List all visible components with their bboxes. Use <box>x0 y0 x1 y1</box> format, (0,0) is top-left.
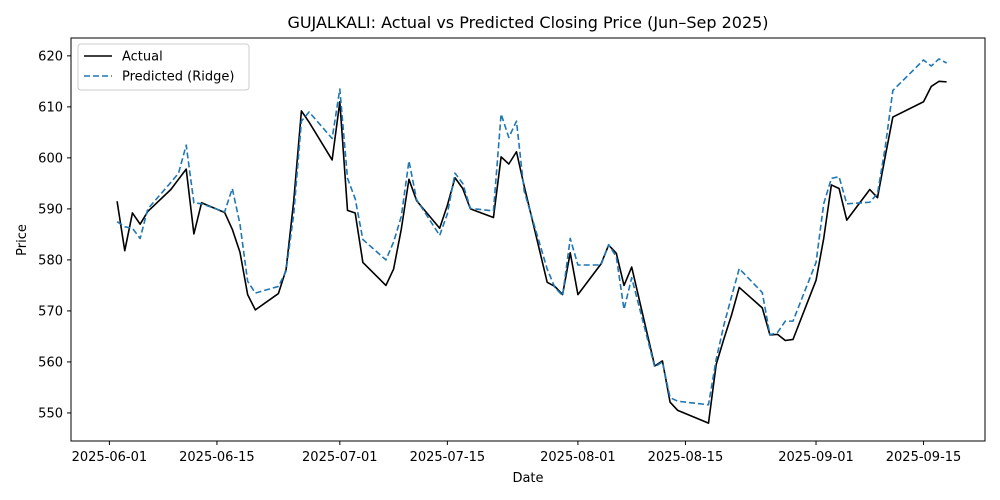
series-predicted <box>116 58 947 406</box>
legend-box <box>77 43 250 91</box>
chart-title: GUJALKALI: Actual vs Predicted Closing P… <box>287 13 768 32</box>
legend: Actual Predicted (Ridge) <box>77 43 250 91</box>
x-tick-label: 2025-09-01 <box>778 450 854 465</box>
y-axis-title: Price <box>15 224 30 256</box>
plot-area <box>116 58 947 424</box>
y-tick-label: 560 <box>38 355 63 370</box>
y-tick-label: 580 <box>38 253 63 268</box>
x-tick-label: 2025-07-15 <box>410 450 486 465</box>
y-tick-label: 590 <box>38 202 63 217</box>
y-tick-label: 550 <box>38 406 63 421</box>
series-actual <box>116 80 947 424</box>
x-tick-label: 2025-06-01 <box>72 450 148 465</box>
x-tick-label: 2025-09-15 <box>886 450 962 465</box>
x-axis-title: Date <box>512 471 543 486</box>
x-tick-label: 2025-08-01 <box>540 450 616 465</box>
plot-frame <box>70 37 986 442</box>
x-axis: 2025-06-01 2025-06-15 2025-07-01 2025-07-15… <box>72 441 962 465</box>
y-axis: 550 560 570 580 590 600 610 620 <box>38 49 71 421</box>
x-tick-label: 2025-08-15 <box>648 450 724 465</box>
y-tick-label: 620 <box>38 49 63 64</box>
legend-label: Predicted (Ridge) <box>122 70 234 85</box>
y-tick-label: 610 <box>38 100 63 115</box>
y-tick-label: 600 <box>38 151 63 166</box>
legend-label: Actual <box>122 50 163 65</box>
series-line <box>116 80 947 424</box>
y-tick-label: 570 <box>38 304 63 319</box>
x-tick-label: 2025-07-01 <box>302 450 378 465</box>
x-tick-label: 2025-06-15 <box>179 450 255 465</box>
series-line <box>116 58 947 406</box>
